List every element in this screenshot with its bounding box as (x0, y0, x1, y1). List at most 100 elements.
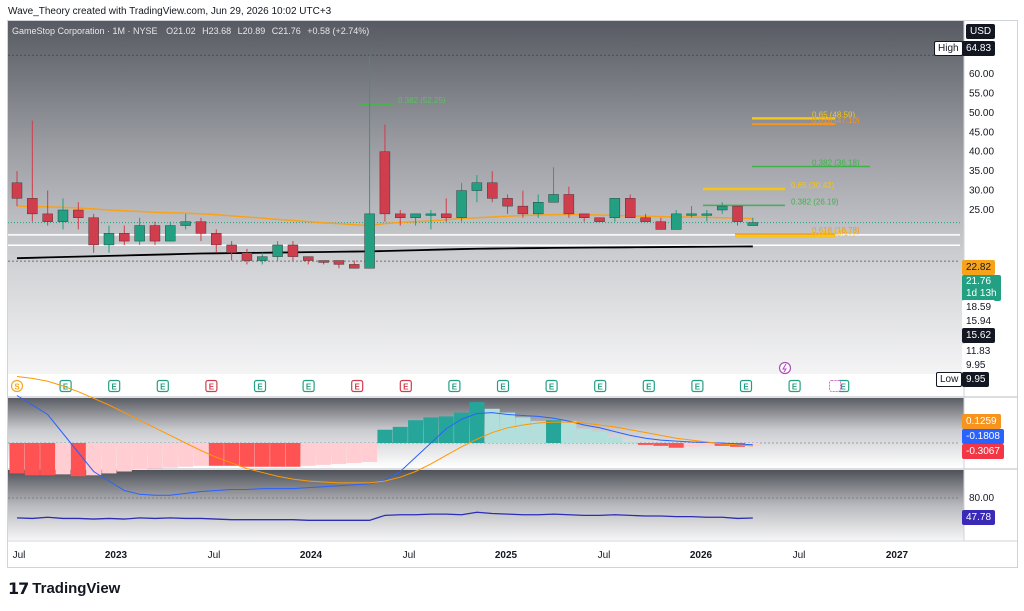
fib-label: 0.618 (47.10) (812, 116, 860, 125)
macd-histogram-bar (546, 420, 562, 443)
level-tag: 15.94 (962, 314, 996, 329)
rsi-value-tag: 47.78 (962, 510, 996, 525)
candle-body (533, 202, 544, 215)
legend-change: +0.58 (+2.74%) (307, 26, 369, 36)
earnings-event-icon[interactable]: E (788, 379, 801, 393)
earnings-icon-shape (448, 379, 461, 393)
macd-histogram-bar (346, 443, 362, 463)
split-event-icon[interactable]: S (10, 379, 24, 393)
event-icon-letter: E (598, 383, 604, 392)
macd-line (16, 395, 753, 496)
earnings-event-icon[interactable]: E (205, 379, 218, 393)
earnings-event-icon[interactable]: E (594, 379, 607, 393)
earnings-icon-shape (788, 379, 801, 393)
candle-body (471, 182, 483, 191)
x-tick-label: 2024 (300, 550, 323, 561)
y-tick-label: 45.00 (969, 127, 994, 138)
earnings-event-icon[interactable]: E (448, 379, 461, 393)
level-tag: 18.59 (962, 300, 996, 315)
macd-histogram-bar (638, 443, 654, 445)
upcoming-earnings-icon[interactable] (829, 380, 841, 392)
earnings-event-icon[interactable]: E (351, 379, 364, 393)
tradingview-logo[interactable]: 17 TradingView (8, 579, 120, 598)
fib-label: 0.65 (48.59) (812, 110, 855, 119)
currency-button[interactable]: USD (966, 24, 996, 39)
y-tick-label: 30.00 (969, 186, 994, 197)
x-tick-label: Jul (13, 550, 26, 561)
macd-histogram-bar (668, 443, 684, 448)
candle-body (287, 244, 299, 257)
earnings-event-icon[interactable]: E (642, 379, 655, 393)
tradingview-logo-icon: 17 (8, 579, 29, 598)
event-icon-letter: E (452, 383, 458, 392)
candle-body (548, 194, 559, 203)
candle-body (42, 213, 53, 222)
macd-histogram-bar (699, 443, 715, 446)
macd-histogram-bar (530, 421, 546, 443)
candle-body (655, 221, 667, 230)
y-tick-label: 25.00 (969, 205, 994, 216)
earnings-icon-shape (545, 379, 558, 393)
candle-body (349, 264, 360, 269)
macd-histogram-bar (561, 421, 577, 443)
candle-body (333, 260, 345, 265)
earnings-icon-shape (205, 379, 218, 393)
event-icon-letter: E (646, 383, 652, 392)
earnings-event-icon[interactable]: E (545, 379, 558, 393)
candle-body (364, 213, 375, 269)
earnings-event-icon[interactable]: E (496, 379, 510, 393)
event-icon-letter: E (209, 383, 215, 392)
earnings-event-icon[interactable]: E (253, 379, 267, 393)
macd-histogram-bar (392, 426, 408, 443)
earnings-event-icon[interactable]: E (108, 379, 121, 393)
macd-histogram-bar (162, 443, 178, 468)
earnings-event-icon[interactable]: E (399, 379, 412, 393)
earnings-event-icon[interactable]: E (156, 379, 169, 393)
earnings-event-icon[interactable]: E (739, 379, 753, 393)
macd-histogram-bar (622, 442, 638, 443)
earnings-event-icon[interactable]: E (302, 379, 315, 393)
level-tag: 11.83 (962, 344, 995, 359)
candle-body (732, 205, 743, 222)
candle-body (425, 213, 437, 216)
x-tick-label: 2027 (886, 550, 909, 561)
candle-body (716, 205, 728, 211)
macd-histogram-bar (147, 443, 163, 469)
chart-frame (7, 20, 1018, 568)
event-icon-letter: E (403, 383, 409, 392)
rsi-level-label: 80.00 (969, 493, 994, 504)
lightning-icon[interactable] (778, 361, 792, 375)
y-tick-label: 50.00 (969, 108, 994, 119)
candle-body (609, 198, 621, 218)
level-tag: 9.95 (962, 358, 990, 373)
fib-label: 0.618 (18.78) (812, 226, 860, 235)
macd-histogram-bar (24, 443, 40, 476)
price-pane-background (8, 21, 964, 374)
candles (11, 55, 759, 269)
candle-body (134, 225, 145, 242)
x-tick-label: Jul (208, 550, 221, 561)
candle-body (149, 225, 161, 242)
macd-histogram-bar (362, 443, 378, 462)
fib-levels: 0.382 (52.25) 0.65 (48.59)0.618 (47.10) 0.… (359, 96, 870, 238)
macd-histogram-bar (653, 443, 669, 446)
event-icon-letter: E (695, 383, 701, 392)
candle-body (303, 256, 314, 261)
split-icon-shape (10, 379, 24, 393)
candle-body (456, 190, 467, 218)
macd-histogram-bar (592, 431, 608, 443)
candle-body (441, 213, 452, 218)
macd-histogram-bar (40, 443, 56, 476)
event-icon-letter: E (257, 383, 263, 392)
candle-body (103, 233, 115, 246)
macd-histogram-bar (270, 443, 286, 467)
axes: 25.00 30.00 35.00 40.00 45.00 50.00 55.00 60.00… (8, 21, 1017, 561)
earnings-event-icon[interactable]: E (691, 379, 704, 393)
candle-body (670, 213, 682, 230)
x-tick-label: Jul (403, 550, 416, 561)
fib-label: 0.65 (30.42) (791, 181, 834, 190)
candle-body (502, 198, 513, 207)
lightning-icon-glyph (782, 363, 787, 373)
event-icon-letter: E (306, 383, 312, 392)
